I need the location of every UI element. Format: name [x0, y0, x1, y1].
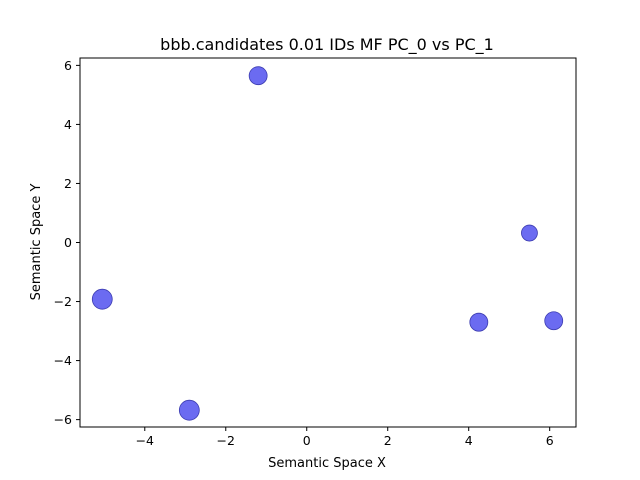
scatter-point — [91, 288, 113, 310]
chart-title: bbb.candidates 0.01 IDs MF PC_0 vs PC_1 — [160, 35, 494, 55]
x-tick-label: 6 — [546, 433, 554, 448]
y-tick-label: −6 — [54, 412, 72, 427]
x-tick-label: −2 — [217, 433, 235, 448]
y-tick-label: −2 — [54, 294, 72, 309]
y-axis-label: Semantic Space Y — [29, 184, 44, 301]
y-tick-label: 0 — [64, 235, 72, 250]
y-tick-label: 2 — [64, 176, 72, 191]
x-axis-label: Semantic Space X — [268, 456, 386, 471]
plot-area — [79, 57, 577, 428]
x-tick-label: −4 — [136, 433, 154, 448]
y-axis-ticks: −6 −4 −2 0 2 4 6 — [54, 58, 80, 427]
scatter-point — [469, 312, 489, 332]
y-tick-label: −4 — [54, 353, 72, 368]
data-points — [91, 66, 564, 421]
y-tick-label: 4 — [64, 117, 72, 132]
x-tick-label: 2 — [384, 433, 392, 448]
scatter-point — [544, 311, 564, 331]
scatter-point — [521, 224, 538, 242]
scatter-point — [248, 66, 268, 86]
x-axis-ticks: −4 −2 0 2 4 6 — [136, 427, 554, 448]
y-tick-label: 6 — [64, 58, 72, 73]
x-tick-label: 0 — [303, 433, 311, 448]
x-tick-label: 4 — [465, 433, 473, 448]
scatter-point — [178, 399, 200, 421]
